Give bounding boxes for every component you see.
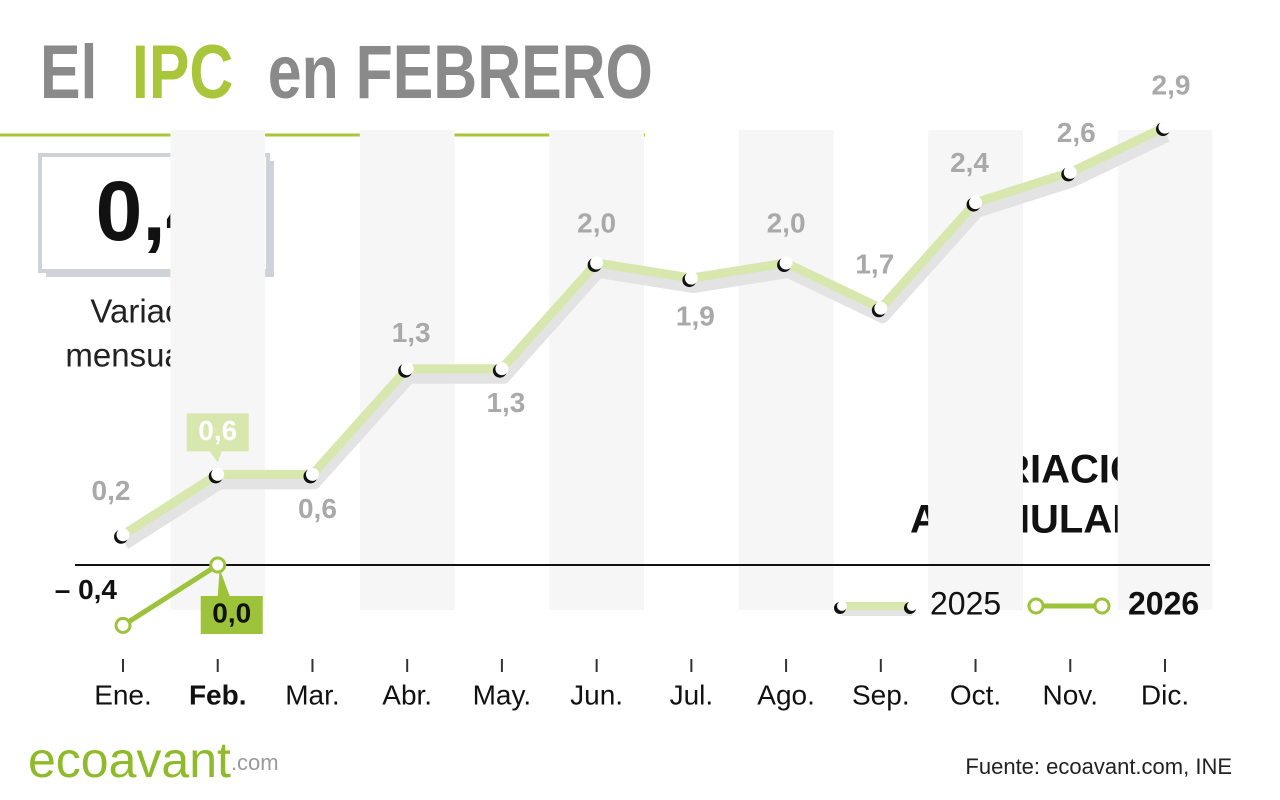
x-tick-label: Sep. (852, 679, 910, 710)
legend-item: 2026 (1027, 585, 1199, 621)
brand-name: ecoavant (28, 732, 231, 788)
title-group: El IPC en FEBRERO (40, 30, 653, 115)
value-label: 2,4 (950, 147, 989, 178)
data-point (590, 256, 604, 270)
value-label: 1,9 (676, 300, 715, 331)
data-point (209, 556, 227, 574)
label-pointer (217, 569, 230, 596)
value-label: 0,0 (212, 597, 251, 628)
data-point (114, 616, 132, 634)
legend-point (907, 601, 917, 611)
x-tick-label: Oct. (950, 679, 1001, 710)
legend-item: 2025 (834, 585, 1001, 621)
x-tick-label: Jul. (670, 679, 714, 710)
series-line (121, 562, 220, 628)
label-box (200, 596, 263, 634)
line-shadow (121, 130, 1170, 549)
x-tick-label: Feb. (189, 679, 247, 710)
data-point (779, 256, 793, 270)
plot: Ene. Feb. Mar. Abr. May. Jun. Jul. Ago. Sep. Oct.… (55, 69, 1213, 710)
x-tick-label: Ene. (94, 679, 152, 710)
value-label: 0,6 (198, 415, 237, 446)
label-pointer (209, 451, 222, 463)
legend-point (1027, 597, 1045, 615)
x-tick-label: Mar. (285, 679, 339, 710)
data-point (305, 467, 319, 481)
data-point (495, 362, 509, 376)
legend-point (1093, 597, 1111, 615)
data-point (211, 467, 225, 481)
data-point (400, 362, 414, 376)
title-part: IPC (132, 30, 233, 115)
x-tick-label: Ago. (757, 679, 815, 710)
column-band (738, 130, 834, 610)
data-point (684, 271, 698, 285)
value-label: 1,3 (486, 387, 525, 418)
x-tick-label: Nov. (1043, 679, 1099, 710)
brand-logo: ecoavant.com (28, 732, 279, 788)
x-tick-label: May. (473, 679, 532, 710)
legend-label: 2025 (930, 585, 1001, 621)
source: Fuente: ecoavant.com, INE (965, 754, 1232, 779)
legend-label: 2026 (1128, 585, 1199, 621)
value-label: 2,6 (1057, 117, 1096, 148)
x-tick-label: Jun. (570, 679, 623, 710)
value-label: 2,9 (1152, 69, 1191, 100)
column-band (549, 130, 644, 610)
column-band (1117, 130, 1213, 610)
data-point (969, 196, 983, 210)
data-point (874, 301, 888, 315)
series-line (120, 123, 1167, 539)
value-label: 2,0 (767, 207, 806, 238)
value-label: 0,2 (92, 475, 131, 506)
value-label: 2,0 (577, 207, 616, 238)
value-label: 1,3 (392, 317, 431, 348)
value-label: 0,6 (298, 493, 337, 524)
data-point (1063, 165, 1077, 179)
brand-suffix: .com (231, 750, 279, 775)
chart-title: El IPC en FEBRERO (40, 30, 653, 115)
title-part: El (40, 30, 97, 115)
title-part: en FEBRERO (268, 30, 653, 115)
label-box (186, 413, 249, 452)
value-label: – 0,4 (55, 574, 118, 605)
legend-point (837, 601, 847, 611)
data-point (116, 528, 130, 542)
column-band (170, 130, 266, 610)
value-label: 1,7 (855, 249, 894, 280)
x-tick-label: Dic. (1141, 679, 1189, 710)
data-point (1158, 120, 1172, 134)
x-tick-label: Abr. (382, 679, 432, 710)
